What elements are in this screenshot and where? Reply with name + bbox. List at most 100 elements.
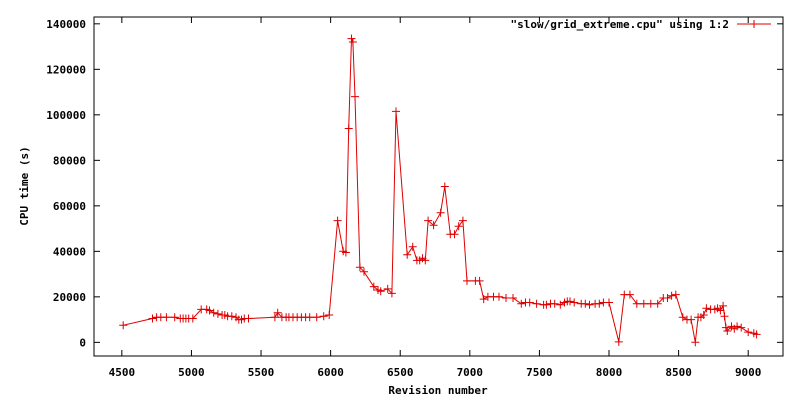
y-tick-label: 100000 xyxy=(46,109,86,122)
plot-marks xyxy=(119,34,761,347)
data-point xyxy=(653,299,662,308)
data-point xyxy=(542,300,551,309)
data-point xyxy=(188,314,197,323)
data-point xyxy=(347,34,356,43)
x-axis: 4500 5000 5500 6000 6500 7000 7500 8000 8500 9000 xyxy=(109,17,762,379)
x-tick-label: 5000 xyxy=(178,366,205,379)
data-point xyxy=(319,312,328,321)
data-point xyxy=(719,301,728,310)
y-tick-label: 20000 xyxy=(53,291,86,304)
data-point xyxy=(162,313,171,322)
data-point xyxy=(532,299,541,308)
data-point xyxy=(723,327,732,335)
data-point xyxy=(744,328,753,337)
x-tick-label: 6000 xyxy=(317,366,344,379)
data-point xyxy=(205,306,214,315)
data-point xyxy=(387,289,396,298)
plot-frame xyxy=(93,16,784,357)
data-point xyxy=(305,313,314,322)
data-point xyxy=(450,230,459,239)
data-point xyxy=(556,300,565,309)
data-point xyxy=(509,294,517,302)
data-point xyxy=(737,323,746,332)
data-point xyxy=(721,323,730,332)
data-point xyxy=(325,311,334,319)
data-point xyxy=(632,299,641,308)
data-point xyxy=(581,299,590,308)
x-tick-label: 5500 xyxy=(248,366,275,379)
data-point xyxy=(392,107,400,116)
y-tick-label: 140000 xyxy=(46,18,86,31)
y-tick-label: 80000 xyxy=(53,154,86,167)
data-point xyxy=(691,338,700,347)
data-point xyxy=(517,299,526,308)
data-point xyxy=(479,295,488,304)
data-point xyxy=(667,291,676,300)
x-tick-label: 9000 xyxy=(735,366,762,379)
data-point xyxy=(585,300,594,309)
x-axis-title: Revision number xyxy=(388,384,488,397)
data-point xyxy=(454,222,463,231)
data-point xyxy=(458,216,467,225)
data-point xyxy=(502,294,510,302)
data-point xyxy=(209,308,218,317)
data-point xyxy=(170,313,179,322)
x-tick-label: 7000 xyxy=(457,366,484,379)
y-axis: 0 20000 40000 60000 80000 100000 120000 140000 xyxy=(46,18,783,349)
data-point xyxy=(752,330,761,339)
y-tick-label: 40000 xyxy=(53,245,86,258)
data-point xyxy=(720,312,729,321)
y-axis-title: CPU time (s) xyxy=(18,146,31,225)
data-point xyxy=(525,298,534,307)
data-point xyxy=(273,308,282,317)
data-point xyxy=(570,298,579,307)
data-point xyxy=(687,315,696,324)
data-point xyxy=(341,248,350,257)
data-point xyxy=(702,304,711,313)
data-point xyxy=(605,298,613,307)
data-point xyxy=(344,124,353,133)
data-point xyxy=(270,313,279,322)
data-point xyxy=(360,267,368,276)
data-point xyxy=(440,182,449,191)
data-point xyxy=(495,292,503,301)
data-point xyxy=(716,306,725,315)
data-point xyxy=(733,322,742,331)
data-point xyxy=(699,311,708,319)
data-point xyxy=(646,299,655,308)
data-point xyxy=(550,299,559,308)
data-point xyxy=(351,92,359,101)
data-point xyxy=(148,314,157,323)
y-tick-label: 120000 xyxy=(46,63,86,76)
y-tick-label: 0 xyxy=(79,336,86,349)
y-tick-label: 60000 xyxy=(53,200,86,213)
data-point xyxy=(213,309,222,318)
data-point xyxy=(355,263,364,272)
data-point xyxy=(424,216,433,225)
data-point xyxy=(408,242,417,251)
data-point xyxy=(119,321,128,330)
data-point xyxy=(333,216,342,225)
x-tick-label: 8500 xyxy=(665,366,692,379)
data-point xyxy=(376,287,385,296)
legend: "slow/grid_extreme.cpu" using 1:2 xyxy=(510,18,771,31)
data-point xyxy=(663,294,672,302)
data-point xyxy=(625,290,634,299)
legend-marker-sample xyxy=(750,20,758,28)
data-point xyxy=(475,276,484,285)
data-point xyxy=(595,299,604,308)
data-point xyxy=(348,38,357,46)
data-point xyxy=(639,299,648,308)
data-point xyxy=(436,208,445,217)
data-point xyxy=(383,284,392,293)
data-point xyxy=(244,314,253,323)
data-point xyxy=(614,337,623,346)
data-point xyxy=(678,313,687,322)
data-point xyxy=(566,297,574,306)
data-point xyxy=(369,282,378,291)
x-tick-label: 8000 xyxy=(596,366,623,379)
data-point xyxy=(463,276,471,285)
x-tick-label: 7500 xyxy=(526,366,553,379)
data-point xyxy=(312,313,321,322)
